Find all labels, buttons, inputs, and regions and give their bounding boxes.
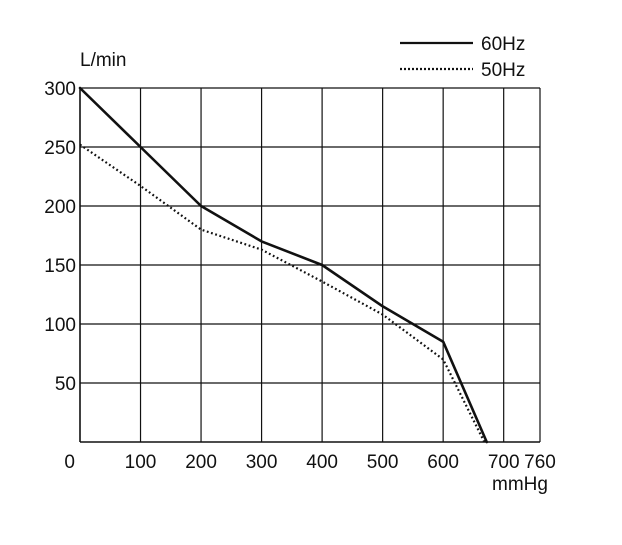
x-tick-label-200: 200 bbox=[185, 452, 217, 473]
x-tick-label-0: 0 bbox=[64, 452, 75, 473]
y-tick-label-150: 150 bbox=[44, 256, 76, 277]
legend: 60Hz 50Hz bbox=[400, 34, 525, 81]
legend-label-60hz: 60Hz bbox=[481, 34, 525, 55]
x-tick-label-500: 500 bbox=[367, 452, 399, 473]
tick-labels: 50 100 150 200 250 300 0 100 200 300 400 500 600 700 7… bbox=[44, 79, 556, 473]
y-tick-label-300: 300 bbox=[44, 79, 76, 100]
data-series bbox=[78, 86, 489, 444]
y-axis-label: L/min bbox=[80, 50, 126, 71]
x-tick-label-700: 700 bbox=[488, 452, 520, 473]
legend-label-50hz: 50Hz bbox=[481, 60, 525, 81]
x-tick-label-600: 600 bbox=[427, 452, 459, 473]
x-axis-label: mmHg bbox=[492, 474, 548, 495]
y-tick-label-200: 200 bbox=[44, 197, 76, 218]
x-tick-label-300: 300 bbox=[246, 452, 278, 473]
y-tick-label-250: 250 bbox=[44, 138, 76, 159]
x-tick-label-100: 100 bbox=[125, 452, 157, 473]
x-tick-label-760: 760 bbox=[524, 452, 556, 473]
axes bbox=[79, 88, 540, 443]
y-tick-label-100: 100 bbox=[44, 315, 76, 336]
x-tick-label-400: 400 bbox=[306, 452, 338, 473]
y-tick-label-50: 50 bbox=[55, 374, 76, 395]
grid-lines bbox=[80, 87, 541, 442]
series-line-60hz bbox=[78, 86, 489, 444]
